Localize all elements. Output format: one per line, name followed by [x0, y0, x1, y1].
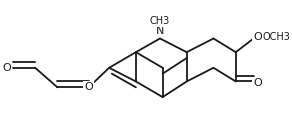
Text: O: O [253, 32, 262, 42]
Text: O: O [253, 78, 262, 88]
Text: N: N [156, 26, 164, 36]
Text: O: O [2, 63, 11, 73]
Text: OCH3: OCH3 [263, 32, 290, 42]
Text: CH3: CH3 [150, 16, 170, 26]
Text: O: O [84, 82, 93, 92]
